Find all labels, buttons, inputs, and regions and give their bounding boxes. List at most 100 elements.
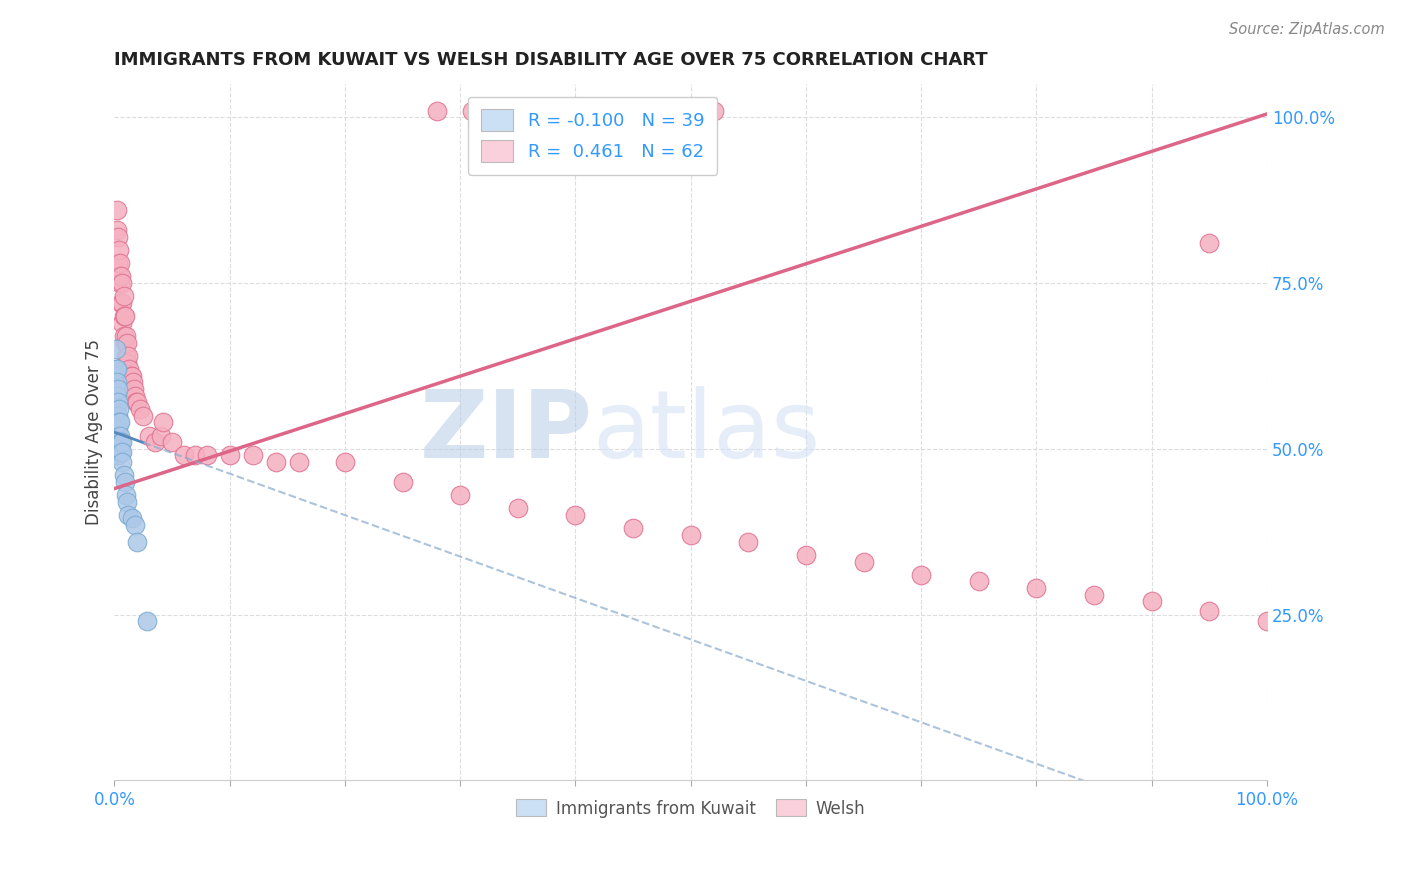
Legend: Immigrants from Kuwait, Welsh: Immigrants from Kuwait, Welsh xyxy=(509,793,872,824)
Point xyxy=(1025,581,1047,595)
Point xyxy=(107,422,129,436)
Point xyxy=(105,362,128,376)
Point xyxy=(111,316,134,330)
Point xyxy=(122,382,145,396)
Point xyxy=(460,103,482,118)
Point xyxy=(517,103,540,118)
Point xyxy=(115,495,138,509)
Point xyxy=(110,445,132,459)
Point xyxy=(111,455,134,469)
Point xyxy=(107,409,129,423)
Point xyxy=(117,349,139,363)
Point xyxy=(115,335,138,350)
Point xyxy=(115,329,138,343)
Point xyxy=(610,103,633,118)
Point xyxy=(108,256,131,270)
Point xyxy=(117,508,139,522)
Point xyxy=(173,449,195,463)
Point xyxy=(852,554,875,568)
Point xyxy=(143,435,166,450)
Point xyxy=(703,103,725,118)
Point xyxy=(118,362,141,376)
Text: Source: ZipAtlas.com: Source: ZipAtlas.com xyxy=(1229,22,1385,37)
Point xyxy=(104,382,127,396)
Point xyxy=(124,518,146,533)
Point xyxy=(967,574,990,589)
Point xyxy=(107,229,129,244)
Point xyxy=(564,508,586,522)
Point xyxy=(1083,588,1105,602)
Point xyxy=(107,449,129,463)
Point xyxy=(105,389,128,403)
Point xyxy=(114,475,136,489)
Point xyxy=(128,402,150,417)
Point xyxy=(114,309,136,323)
Point xyxy=(242,449,264,463)
Point xyxy=(104,402,127,417)
Point xyxy=(105,376,128,390)
Point xyxy=(104,362,127,376)
Point xyxy=(105,203,128,218)
Text: ZIP: ZIP xyxy=(420,386,593,478)
Point xyxy=(449,488,471,502)
Point xyxy=(125,395,148,409)
Point xyxy=(108,415,131,429)
Point xyxy=(115,355,138,369)
Point xyxy=(112,468,135,483)
Point xyxy=(107,382,129,396)
Point xyxy=(108,269,131,284)
Point xyxy=(1198,604,1220,618)
Point xyxy=(108,243,131,257)
Point xyxy=(910,567,932,582)
Point xyxy=(110,296,132,310)
Point xyxy=(111,296,134,310)
Point xyxy=(1198,236,1220,251)
Point xyxy=(108,428,131,442)
Point xyxy=(108,276,131,290)
Point xyxy=(127,534,149,549)
Text: IMMIGRANTS FROM KUWAIT VS WELSH DISABILITY AGE OVER 75 CORRELATION CHART: IMMIGRANTS FROM KUWAIT VS WELSH DISABILI… xyxy=(114,51,988,69)
Point xyxy=(160,435,183,450)
Point xyxy=(121,511,143,525)
Point xyxy=(112,289,135,303)
Point xyxy=(218,449,240,463)
Point xyxy=(108,445,131,459)
Point xyxy=(105,449,128,463)
Point xyxy=(1256,614,1278,628)
Point xyxy=(135,614,157,628)
Point xyxy=(1140,594,1163,608)
Point xyxy=(105,442,128,456)
Point xyxy=(541,103,564,118)
Point xyxy=(737,534,759,549)
Point xyxy=(111,445,134,459)
Point xyxy=(333,455,356,469)
Point xyxy=(107,395,129,409)
Point xyxy=(152,415,174,429)
Point xyxy=(132,409,155,423)
Point xyxy=(112,309,135,323)
Point xyxy=(794,548,817,562)
Point xyxy=(108,415,131,429)
Point xyxy=(105,409,128,423)
Point xyxy=(426,103,449,118)
Point xyxy=(115,349,138,363)
Point xyxy=(121,368,143,383)
Point xyxy=(107,256,129,270)
Point xyxy=(391,475,413,489)
Point xyxy=(107,435,129,450)
Point xyxy=(621,521,644,535)
Point xyxy=(108,435,131,450)
Point xyxy=(506,501,529,516)
Point xyxy=(105,223,128,237)
Point xyxy=(120,368,142,383)
Point xyxy=(668,103,690,118)
Point xyxy=(105,422,128,436)
Point xyxy=(679,528,702,542)
Point xyxy=(114,335,136,350)
Point xyxy=(288,455,311,469)
Point xyxy=(111,435,134,450)
Point xyxy=(111,276,134,290)
Text: atlas: atlas xyxy=(593,386,821,478)
Point xyxy=(110,435,132,450)
Point xyxy=(104,422,127,436)
